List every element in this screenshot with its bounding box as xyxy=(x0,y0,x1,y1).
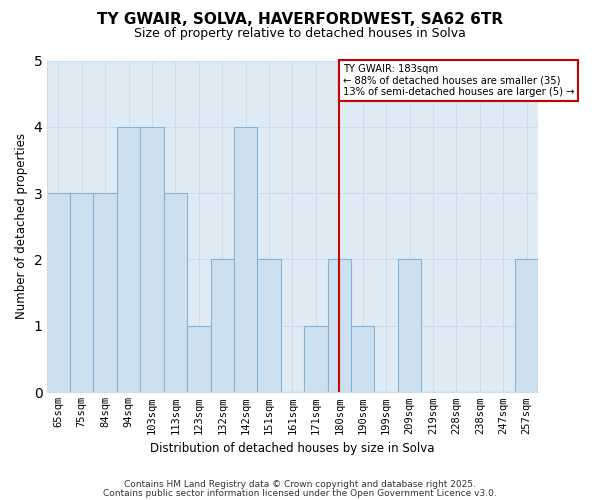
Bar xyxy=(398,260,421,392)
Text: Contains HM Land Registry data © Crown copyright and database right 2025.: Contains HM Land Registry data © Crown c… xyxy=(124,480,476,489)
Bar xyxy=(140,127,164,392)
Text: Contains public sector information licensed under the Open Government Licence v3: Contains public sector information licen… xyxy=(103,488,497,498)
Text: TY GWAIR, SOLVA, HAVERFORDWEST, SA62 6TR: TY GWAIR, SOLVA, HAVERFORDWEST, SA62 6TR xyxy=(97,12,503,28)
X-axis label: Distribution of detached houses by size in Solva: Distribution of detached houses by size … xyxy=(150,442,435,455)
Bar xyxy=(351,326,374,392)
Bar xyxy=(94,193,117,392)
Text: TY GWAIR: 183sqm
← 88% of detached houses are smaller (35)
13% of semi-detached : TY GWAIR: 183sqm ← 88% of detached house… xyxy=(343,64,574,97)
Y-axis label: Number of detached properties: Number of detached properties xyxy=(15,133,28,320)
Bar xyxy=(187,326,211,392)
Bar xyxy=(70,193,94,392)
Bar xyxy=(164,193,187,392)
Text: Size of property relative to detached houses in Solva: Size of property relative to detached ho… xyxy=(134,28,466,40)
Bar xyxy=(211,260,234,392)
Bar xyxy=(515,260,538,392)
Bar xyxy=(234,127,257,392)
Bar xyxy=(47,193,70,392)
Bar xyxy=(328,260,351,392)
Bar xyxy=(304,326,328,392)
Bar xyxy=(117,127,140,392)
Bar xyxy=(257,260,281,392)
